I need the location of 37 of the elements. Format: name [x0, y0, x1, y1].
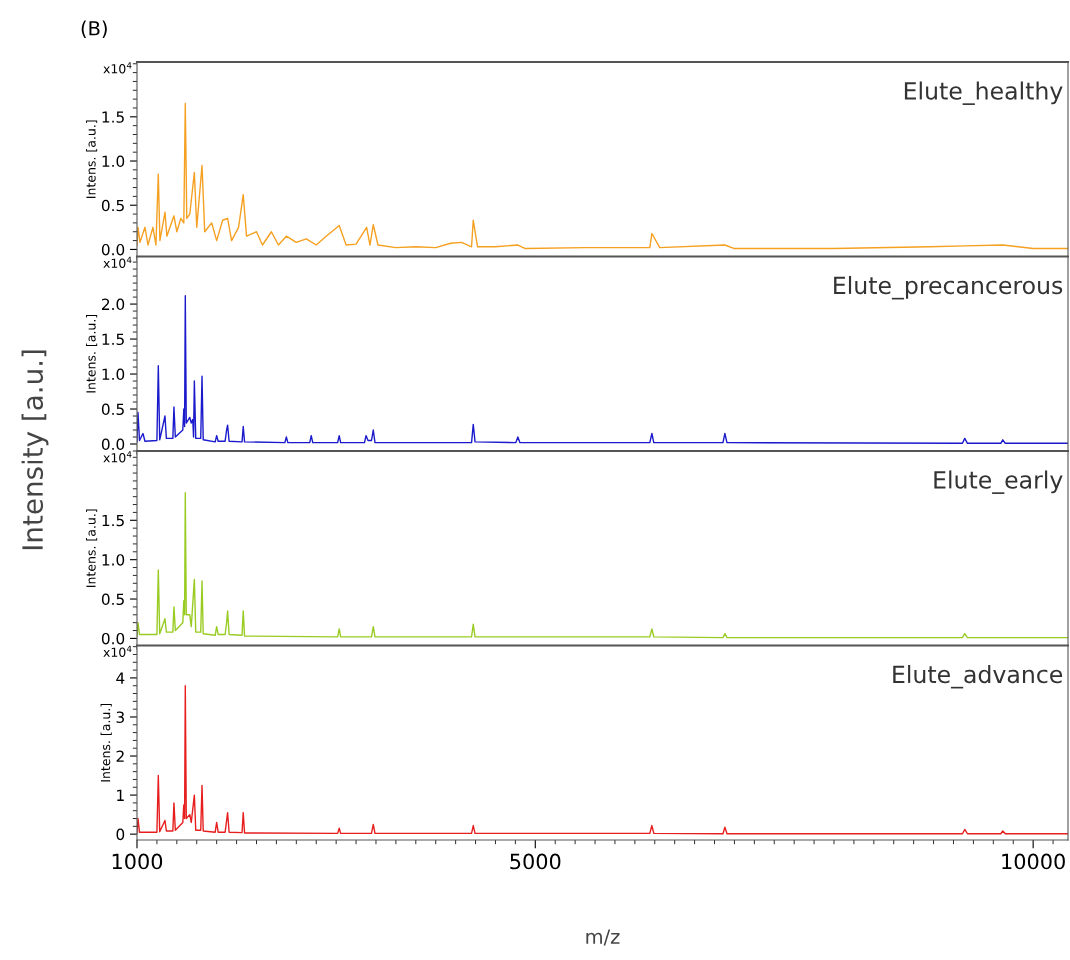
x-tick-label: 10000 — [1002, 853, 1065, 870]
text: x10$^{4}$ — [103, 451, 132, 463]
y-tick-label: 0.5 — [101, 403, 124, 416]
x-tick-label: 5000 — [510, 853, 561, 870]
y-tick-label: 3 — [116, 711, 124, 723]
y-tick-label: 0.0 — [101, 632, 125, 645]
y-tick-label: 0 — [116, 828, 125, 841]
y-tick-label: 2 — [116, 750, 124, 762]
y-axis-title: Intens. [a.u.] — [86, 314, 98, 393]
y-tick-label: 1.5 — [102, 514, 124, 527]
y-axis-title: Intens. [a.u.] — [86, 509, 98, 587]
y-tick-label: 4 — [116, 672, 125, 684]
y-tick-label: 1.0 — [102, 554, 125, 566]
y-tick-label: 1.5 — [102, 333, 124, 346]
x-axis-title: m/z — [586, 929, 620, 946]
y-tick-label: 0.5 — [101, 199, 124, 212]
y-tick-label: 0.0 — [101, 438, 125, 451]
x-tick-label: 1000 — [112, 853, 163, 870]
y-tick-label: 2.0 — [102, 298, 125, 311]
y-tick-label: 1.5 — [102, 111, 124, 123]
y-tick-label: 0.5 — [101, 593, 124, 606]
y-tick-label: 0.0 — [101, 243, 125, 256]
y-tick-label: 1.0 — [102, 368, 125, 381]
y-axis-title: Intens. [a.u.] — [86, 120, 98, 198]
y-tick-label: 1 — [117, 789, 124, 801]
text: Elute_advance — [893, 664, 1063, 689]
y-tick-label: 1.0 — [102, 155, 125, 168]
text: Intensity [a.u.] — [21, 350, 49, 550]
text: Elute_healthy — [904, 81, 1063, 105]
text: x10$^{4}$ — [103, 256, 132, 269]
text: x10$^{4}$ — [103, 645, 132, 658]
text: Elute_precancerous — [834, 275, 1063, 300]
text: Elute_early — [934, 470, 1063, 494]
y-axis-title: Intens. [a.u.] — [100, 703, 112, 782]
text: x10$^{4}$ — [103, 62, 132, 74]
line-series — [137, 492, 1068, 639]
text: (B) — [81, 20, 107, 38]
